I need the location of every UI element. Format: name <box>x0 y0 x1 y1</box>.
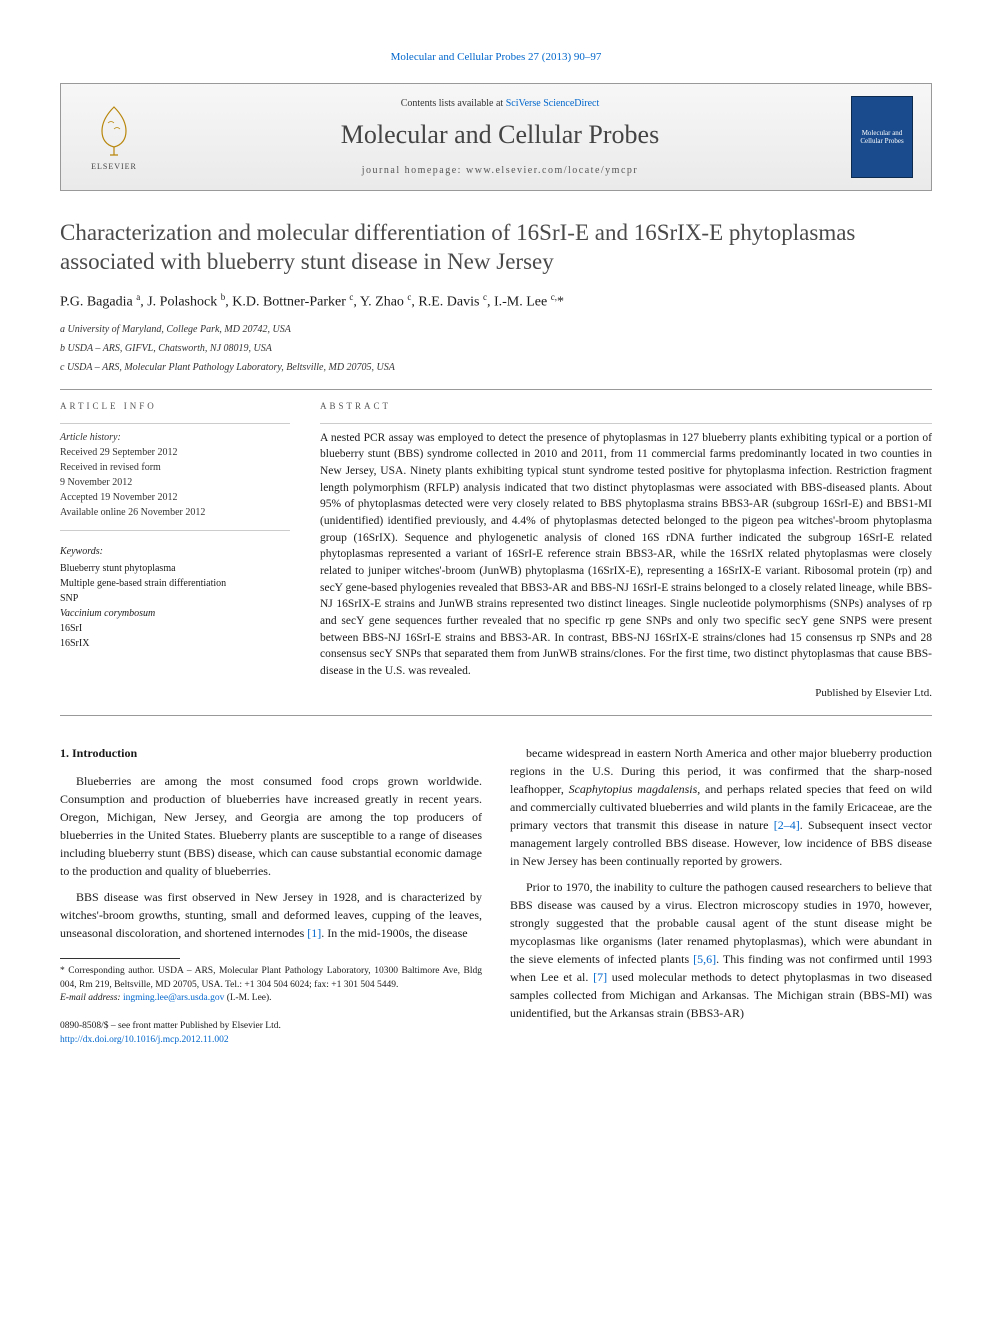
body-columns: 1. Introduction Blueberries are among th… <box>60 744 932 1047</box>
issn-line: 0890-8508/$ – see front matter Published… <box>60 1019 482 1033</box>
affiliation: b USDA – ARS, GIFVL, Chatsworth, NJ 0801… <box>60 341 932 356</box>
elsevier-text: ELSEVIER <box>91 161 137 172</box>
cover-text: Molecular and Cellular Probes <box>852 129 912 146</box>
ref-link[interactable]: [7] <box>593 970 607 984</box>
history-line: Received 29 September 2012 <box>60 447 177 458</box>
history-line: Accepted 19 November 2012 <box>60 492 177 503</box>
published-by: Published by Elsevier Ltd. <box>320 686 932 701</box>
journal-name: Molecular and Cellular Probes <box>149 117 851 153</box>
keyword: Vaccinium corymbosum <box>60 608 155 619</box>
tree-icon <box>90 103 138 159</box>
homepage-url: www.elsevier.com/locate/ymcpr <box>466 165 638 176</box>
abstract-block: ABSTRACT A nested PCR assay was employed… <box>320 400 932 701</box>
keywords: Blueberry stunt phytoplasma Multiple gen… <box>60 561 290 651</box>
contents-line: Contents lists available at SciVerse Sci… <box>149 97 851 111</box>
doi-link[interactable]: http://dx.doi.org/10.1016/j.mcp.2012.11.… <box>60 1035 229 1045</box>
intro-heading: 1. Introduction <box>60 744 482 762</box>
contents-prefix: Contents lists available at <box>401 98 506 109</box>
paragraph: became widespread in eastern North Ameri… <box>510 744 932 870</box>
journal-cover: Molecular and Cellular Probes <box>851 96 913 178</box>
homepage-line: journal homepage: www.elsevier.com/locat… <box>149 164 851 178</box>
abstract-head: ABSTRACT <box>320 400 932 413</box>
article-info: ARTICLE INFO Article history: Received 2… <box>60 400 290 701</box>
authors: P.G. Bagadia a, J. Polashock b, K.D. Bot… <box>60 291 932 312</box>
article-history: Article history: Received 29 September 2… <box>60 430 290 520</box>
article-title: Characterization and molecular different… <box>60 219 932 277</box>
history-line: Available online 26 November 2012 <box>60 507 205 518</box>
history-line: Received in revised form <box>60 462 161 473</box>
ref-link[interactable]: [1] <box>307 926 321 940</box>
meta-row: ARTICLE INFO Article history: Received 2… <box>60 400 932 701</box>
elsevier-logo: ELSEVIER <box>79 97 149 177</box>
affiliations: a University of Maryland, College Park, … <box>60 322 932 375</box>
journal-header: ELSEVIER Contents lists available at Sci… <box>60 83 932 191</box>
ref-link[interactable]: [2–4] <box>774 818 800 832</box>
ref-link[interactable]: [5,6] <box>693 952 716 966</box>
thin-divider <box>60 530 290 531</box>
homepage-prefix: journal homepage: <box>362 165 466 176</box>
affiliation: a University of Maryland, College Park, … <box>60 322 932 337</box>
divider <box>60 715 932 716</box>
email-suffix: (I.-M. Lee). <box>224 993 271 1003</box>
left-column: 1. Introduction Blueberries are among th… <box>60 744 482 1047</box>
top-citation-link[interactable]: Molecular and Cellular Probes 27 (2013) … <box>391 51 602 63</box>
footer-meta: 0890-8508/$ – see front matter Published… <box>60 1019 482 1048</box>
paragraph: Blueberries are among the most consumed … <box>60 772 482 880</box>
keyword: SNP <box>60 593 78 604</box>
paragraph: BBS disease was first observed in New Je… <box>60 888 482 942</box>
abstract-text: A nested PCR assay was employed to detec… <box>320 430 932 680</box>
history-line: 9 November 2012 <box>60 477 132 488</box>
top-citation: Molecular and Cellular Probes 27 (2013) … <box>60 50 932 65</box>
header-center: Contents lists available at SciVerse Sci… <box>149 97 851 177</box>
keyword: Multiple gene-based strain differentiati… <box>60 578 226 589</box>
paragraph: Prior to 1970, the inability to culture … <box>510 878 932 1022</box>
corresponding-author: * Corresponding author. USDA – ARS, Mole… <box>60 965 482 992</box>
article-info-head: ARTICLE INFO <box>60 400 290 413</box>
sciencedirect-link[interactable]: SciVerse ScienceDirect <box>506 98 600 109</box>
email-link[interactable]: ingming.lee@ars.usda.gov <box>123 993 224 1003</box>
keyword: 16SrI <box>60 623 82 634</box>
thin-divider <box>60 423 290 424</box>
keywords-head: Keywords: <box>60 545 290 559</box>
divider <box>60 389 932 390</box>
affiliation: c USDA – ARS, Molecular Plant Pathology … <box>60 360 932 375</box>
email-line: E-mail address: ingming.lee@ars.usda.gov… <box>60 992 482 1005</box>
right-column: became widespread in eastern North Ameri… <box>510 744 932 1047</box>
page: Molecular and Cellular Probes 27 (2013) … <box>0 0 992 1098</box>
thin-divider <box>320 423 932 424</box>
footnote-divider <box>60 958 180 959</box>
history-label: Article history: <box>60 432 121 443</box>
keyword: Blueberry stunt phytoplasma <box>60 563 176 574</box>
keyword: 16SrIX <box>60 638 89 649</box>
email-label: E-mail address: <box>60 993 123 1003</box>
